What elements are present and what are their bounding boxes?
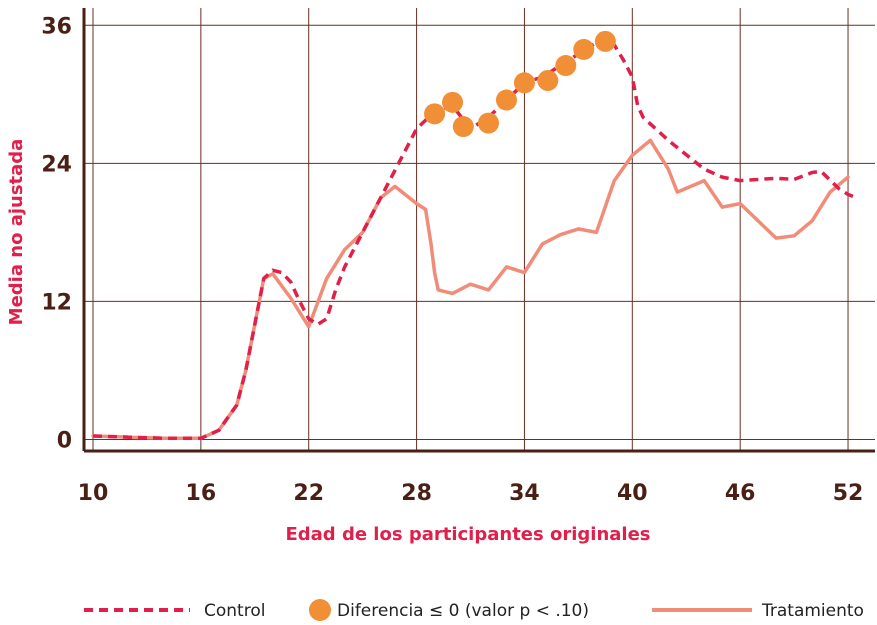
y-axis-title: Media no ajustada	[6, 139, 27, 326]
significance-marker-9	[573, 38, 595, 60]
marker-layer	[424, 30, 616, 138]
axes	[82, 8, 875, 453]
x-tick-label-28: 28	[401, 481, 432, 506]
x-tick-label-34: 34	[509, 481, 540, 506]
x-tick-label-22: 22	[293, 481, 324, 506]
legend-control-label: Control	[204, 601, 265, 621]
vertical-gridlines	[92, 8, 849, 451]
y-tick-label-24: 24	[41, 152, 72, 177]
series-layer	[91, 37, 858, 441]
significance-marker-1	[424, 103, 446, 125]
y-tick-label-36: 36	[41, 14, 72, 39]
legend-treatment-label: Tratamiento	[761, 601, 864, 621]
x-tick-label-16: 16	[186, 481, 217, 506]
y-tick-label-12: 12	[41, 290, 72, 315]
series-control-line	[92, 37, 858, 441]
significance-marker-7	[537, 69, 559, 91]
y-tick-labels: 0 12 24 36	[41, 14, 72, 453]
significance-marker-10	[594, 30, 616, 52]
horizontal-gridlines	[84, 24, 875, 440]
legend-marker-swatch	[309, 599, 331, 621]
x-tick-labels: 10 16 22 28 34 40 46 52	[78, 481, 864, 506]
x-axis-title: Edad de los participantes originales	[285, 524, 650, 545]
x-tick-label-10: 10	[78, 481, 109, 506]
significance-marker-4	[477, 112, 499, 134]
significance-marker-5	[495, 89, 517, 111]
legend: Control Diferencia ≤ 0 (valor p < .10) T…	[84, 599, 864, 621]
x-tick-label-46: 46	[725, 481, 756, 506]
significance-marker-8	[555, 55, 577, 77]
series-tratamiento-line	[91, 138, 850, 441]
x-tick-label-40: 40	[617, 481, 648, 506]
x-tick-label-52: 52	[833, 481, 864, 506]
significance-marker-2	[442, 91, 464, 113]
y-tick-label-0: 0	[57, 428, 72, 453]
legend-marker-label: Diferencia ≤ 0 (valor p < .10)	[337, 601, 589, 621]
significance-marker-6	[513, 72, 535, 94]
significance-marker-3	[452, 116, 474, 138]
